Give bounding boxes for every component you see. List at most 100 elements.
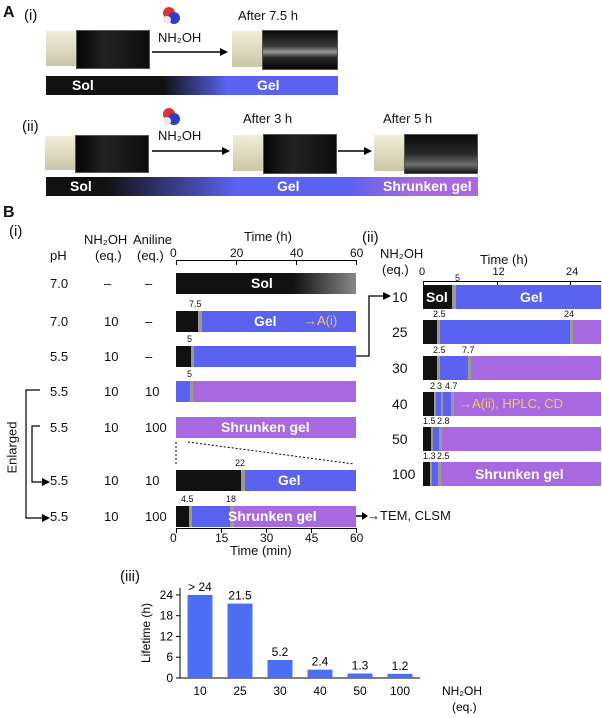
x-axis-unit: (eq.) — [452, 700, 477, 714]
sol-gel-shrunken-bar: Sol Gel Shrunken gel — [46, 177, 478, 196]
shrunken-label-2: Shrunken gel — [228, 508, 317, 524]
time-h-tick — [356, 260, 357, 265]
nh2oh-header: NH₂OH — [84, 232, 128, 247]
row-ph: 5.5 — [50, 473, 69, 488]
b-i-bar-4 — [176, 381, 356, 402]
b-ii-axis — [423, 281, 601, 282]
row-nh2oh: 10 — [104, 314, 119, 329]
row-ph: 5.5 — [50, 509, 69, 524]
b-ii-marker-2-5: 2.5 — [433, 309, 446, 319]
bar — [307, 669, 333, 678]
row-nh2oh: – — [104, 276, 112, 291]
row-nh2oh: 10 — [104, 349, 119, 364]
bar2-sol-label: Sol — [70, 178, 92, 194]
vial-sol-image-2 — [45, 135, 149, 173]
b-ii-tick-label: 0 — [419, 266, 426, 278]
bar2-gel-label: Gel — [277, 178, 300, 194]
b-ii-marker-4-7: 4.7 — [445, 381, 458, 391]
row-ph: 7.0 — [50, 314, 69, 329]
time-h-tick-label: 20 — [230, 246, 244, 260]
ph-header: pH — [50, 248, 67, 263]
y-tick-label: 18 — [160, 609, 174, 623]
b-ii-marker-1-5: 1.5 — [423, 416, 436, 426]
vial-gel-image — [232, 30, 338, 70]
b-ii-row-nh2oh: 100 — [392, 466, 416, 482]
x-tick-label: 25 — [233, 684, 247, 698]
b-i-bar-6: Gel — [176, 470, 356, 491]
b-ii-marker-2: 2 — [430, 381, 436, 391]
time-min-tick-label: 0 — [170, 531, 177, 545]
row-ph: 5.5 — [50, 420, 69, 435]
x-axis-label: NH₂OH — [442, 684, 482, 698]
time-min-tick-label: 30 — [260, 531, 274, 545]
after-3h-label: After 3 h — [243, 111, 293, 126]
bar — [347, 673, 373, 678]
x-tick-label: 30 — [273, 684, 287, 698]
b-ii-unit: (eq.) — [382, 262, 409, 277]
b-i-bar-7: Shrunken gel — [176, 506, 356, 527]
row-nh2oh: 10 — [104, 384, 119, 399]
marker-18: 18 — [226, 494, 237, 504]
time-min-tick — [356, 528, 357, 533]
bar2-shrunken-label: Shrunken gel — [383, 178, 472, 194]
time-h-axis — [176, 260, 356, 261]
b-ii-tick-label: 24 — [566, 266, 579, 278]
b-ii-gel-label: Gel — [520, 289, 543, 305]
bar-value-label: 1.2 — [392, 659, 409, 673]
molecule-icon-2 — [161, 107, 181, 127]
aniline-unit: (eq.) — [137, 248, 164, 263]
bar — [227, 603, 253, 678]
marker-4-5: 4.5 — [181, 494, 194, 504]
bar — [267, 660, 293, 678]
b-i-bar-3 — [176, 346, 356, 367]
b-ii-tick — [570, 281, 571, 285]
x-tick-label: 40 — [313, 684, 327, 698]
b-ii-tick — [496, 281, 498, 285]
bar-gel-label: Gel — [257, 77, 280, 93]
y-tick-label: 6 — [166, 650, 173, 664]
panel-b-i-label: (i) — [9, 223, 23, 240]
y-tick-label: 12 — [160, 629, 174, 643]
x-tick-label: 50 — [353, 684, 367, 698]
marker-5b: 5 — [187, 369, 193, 379]
time-min-title: Time (min) — [230, 543, 292, 558]
b-ii-bar-6: Shrunken gel — [423, 462, 601, 486]
marker-7-5: 7.5 — [189, 299, 202, 309]
aniline-header: Aniline — [133, 232, 173, 247]
nh2oh-unit: (eq.) — [95, 248, 122, 263]
row-aniline: 10 — [145, 384, 160, 399]
tem-clsm-note: →TEM, CLSM — [367, 508, 451, 523]
b-ii-bar-5 — [423, 427, 601, 451]
tem-arrow-icon — [356, 512, 368, 520]
row-aniline: 10 — [145, 473, 160, 488]
row-nh2oh: 10 — [104, 473, 119, 488]
b-ii-tick — [423, 281, 424, 285]
b-ii-marker-3: 3 — [437, 381, 443, 391]
panel-b-ii-label: (ii) — [362, 229, 379, 246]
b-ii-marker-5: 5 — [455, 273, 461, 283]
x-tick-label: 100 — [390, 684, 410, 698]
bar-value-label: > 24 — [188, 580, 212, 594]
time-h-tick — [176, 260, 177, 265]
panel-b-label: B — [3, 204, 15, 221]
molecule-icon — [161, 6, 181, 26]
b-ii-marker-2-5b: 2.5 — [433, 345, 446, 355]
time-min-tick-label: 45 — [305, 531, 319, 545]
b-ii-bar-2 — [423, 320, 601, 344]
sol-label: Sol — [251, 275, 273, 291]
row-ph: 7.0 — [50, 276, 69, 291]
b-ii-shrunken-label: Shrunken gel — [475, 466, 564, 482]
row-nh2oh: 10 — [104, 509, 119, 524]
vial-sol-image — [46, 30, 150, 69]
panel-a-i-label: (i) — [24, 7, 38, 24]
b-i-bar-1: Sol — [176, 273, 356, 294]
a-i-note: →A(i) — [304, 313, 338, 328]
time-min-tick-label: 15 — [215, 531, 229, 545]
time-h-tick-label: 40 — [290, 246, 304, 260]
b-ii-sol-label: Sol — [426, 289, 448, 305]
bar — [387, 673, 413, 678]
shrunken-label: Shrunken gel — [221, 419, 310, 435]
b-ii-marker-7-7: 7.7 — [462, 345, 475, 355]
y-axis-label: Lifetime (h) — [139, 603, 153, 663]
b-ii-nh2oh-header: NH₂OH — [380, 246, 424, 261]
